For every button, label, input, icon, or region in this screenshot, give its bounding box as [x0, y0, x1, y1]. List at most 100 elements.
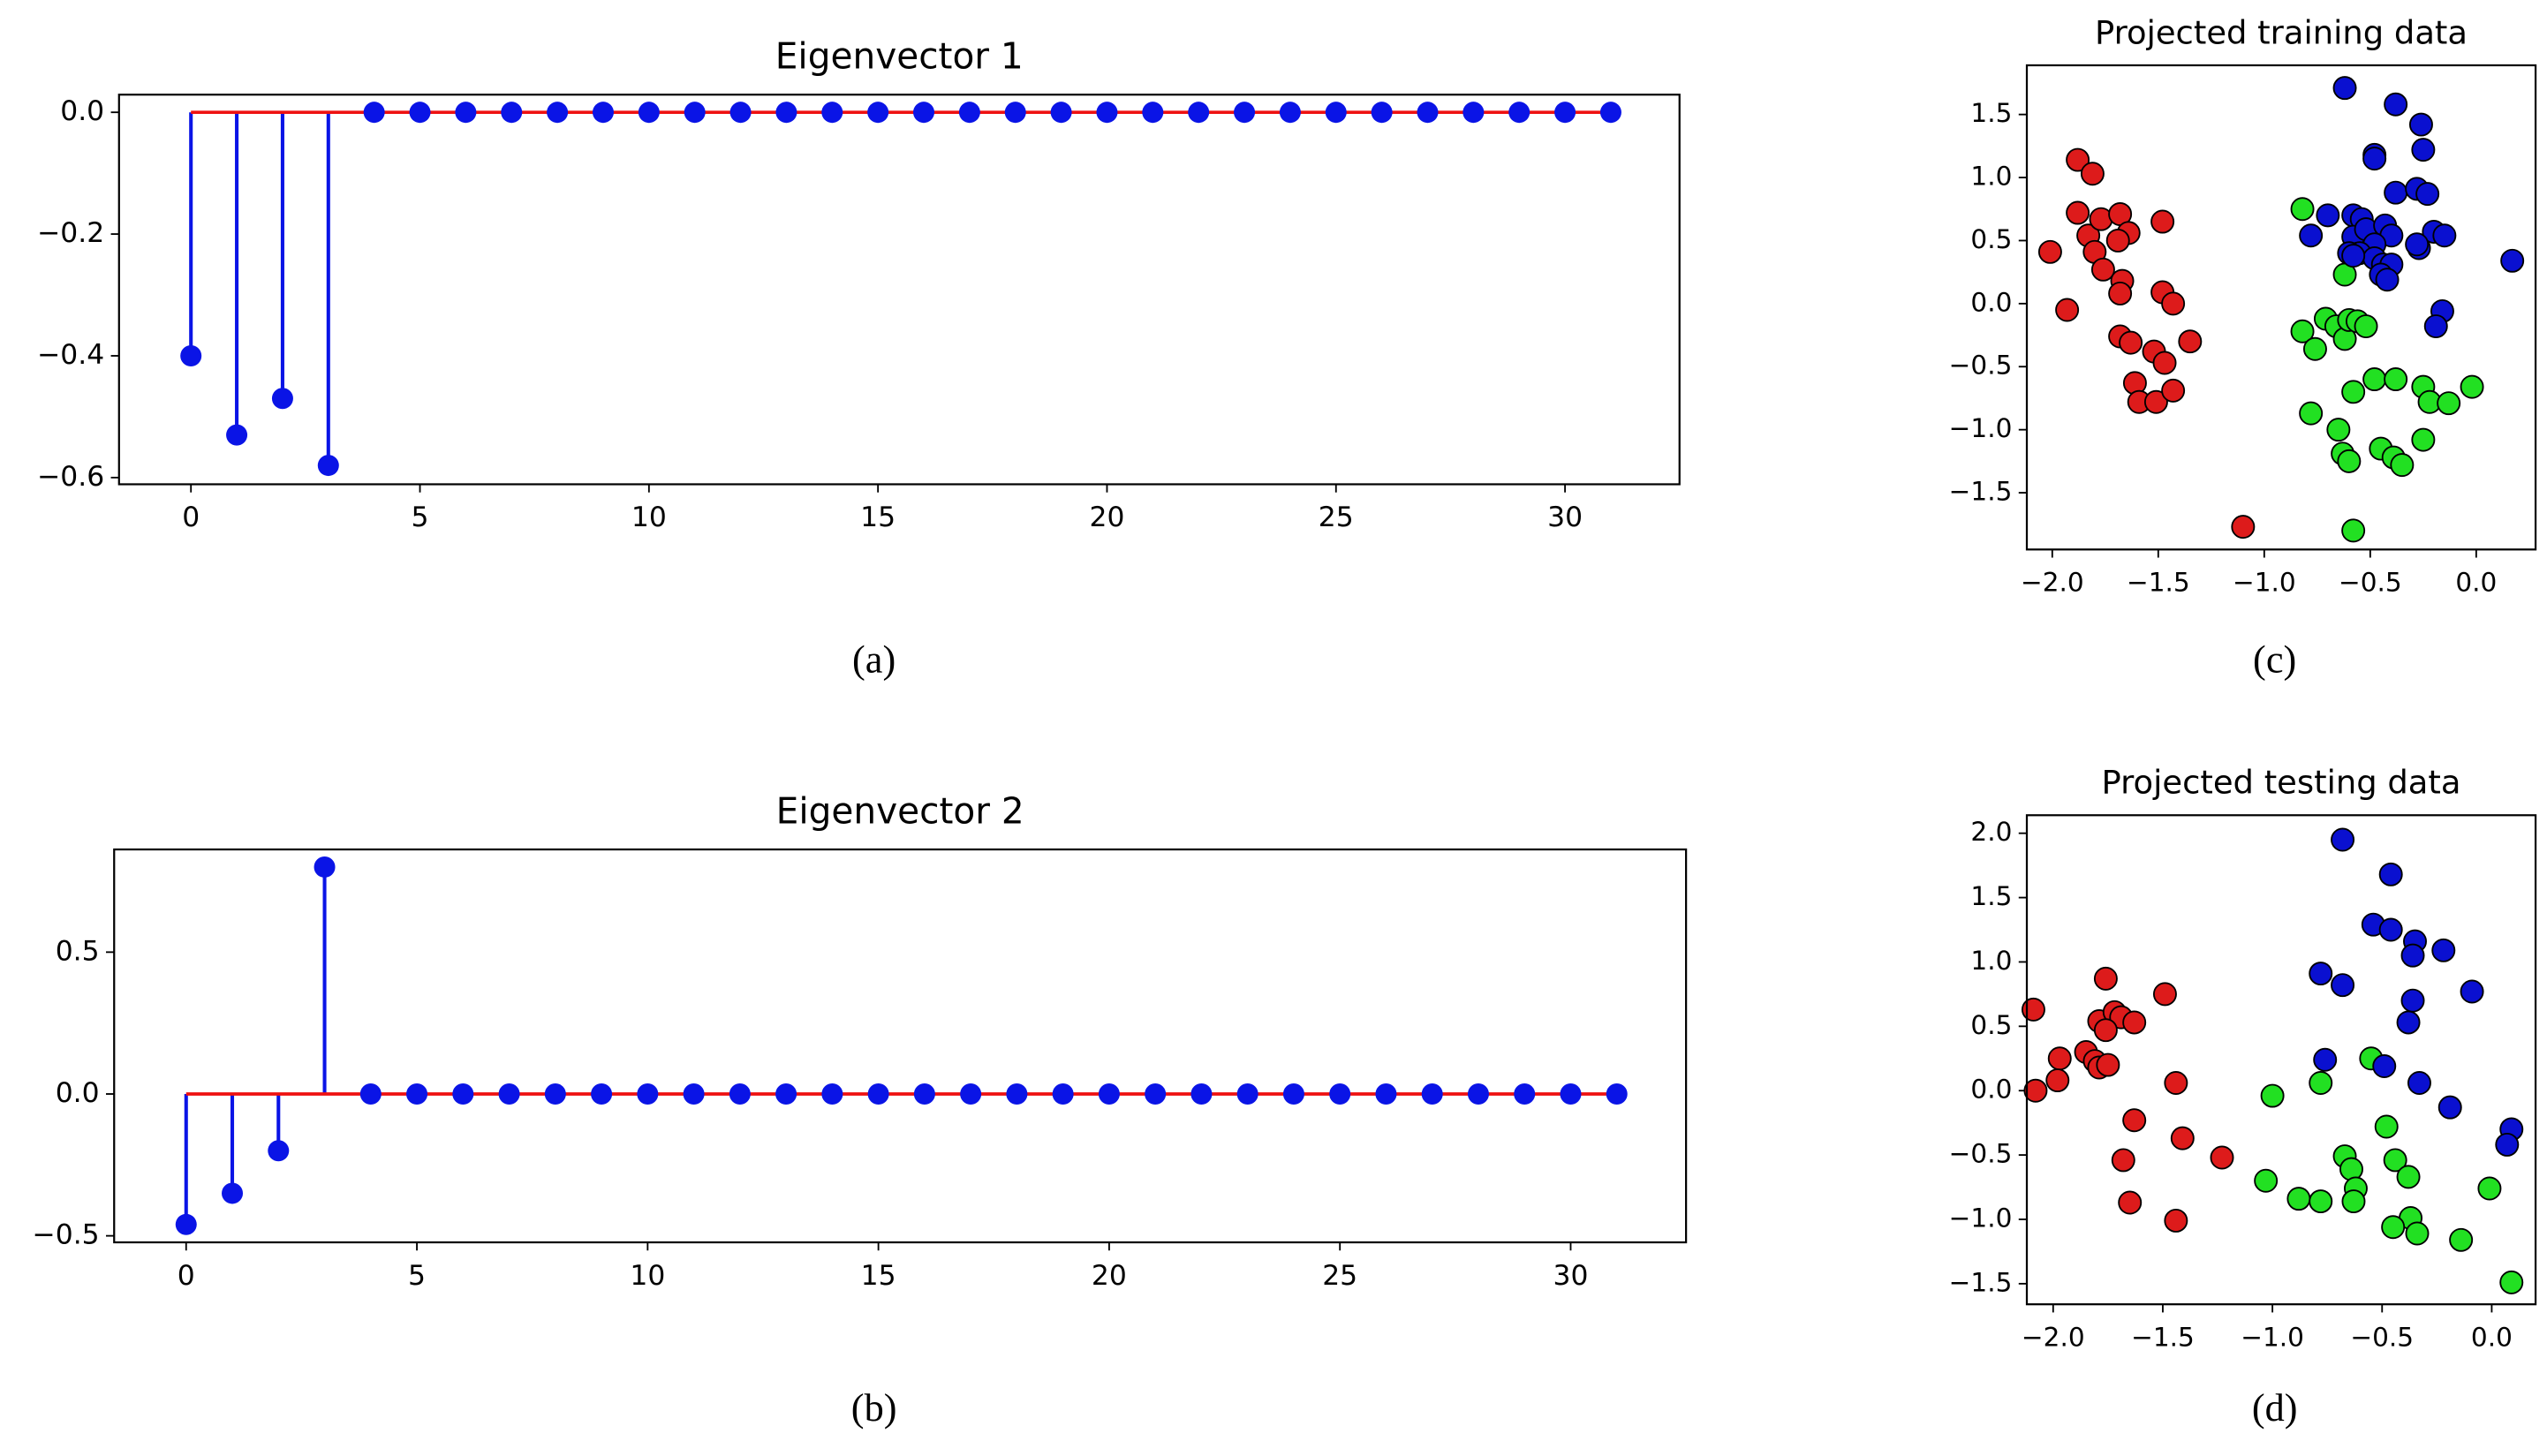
stem-marker — [1508, 102, 1530, 124]
point — [2170, 1126, 2195, 1150]
point — [2400, 988, 2425, 1013]
point — [2161, 378, 2186, 403]
stem-marker — [180, 344, 202, 366]
stem-marker — [409, 102, 431, 124]
y-tick-label: 0.5 — [1970, 1010, 2012, 1040]
point — [2066, 200, 2090, 225]
point — [2378, 862, 2403, 886]
point — [2337, 449, 2362, 473]
stem-marker — [1282, 1083, 1304, 1105]
point — [2299, 223, 2324, 248]
x-tick-label: 5 — [412, 502, 429, 533]
point — [2341, 380, 2366, 404]
point — [2037, 239, 2062, 264]
y-tick-label: 1.5 — [1970, 98, 2012, 128]
y-tick-label: −0.6 — [37, 461, 104, 493]
stem-marker — [455, 102, 477, 124]
x-tick-label: −1.5 — [2127, 568, 2190, 598]
caption: (a) — [852, 638, 896, 682]
point — [2449, 1227, 2474, 1252]
point — [2021, 997, 2045, 1022]
stem-marker — [226, 424, 248, 446]
point — [2381, 1215, 2406, 1240]
stem-marker — [222, 1182, 244, 1204]
point — [2290, 319, 2315, 343]
y-tick-label: −0.4 — [37, 339, 104, 371]
point — [2313, 1047, 2338, 1072]
chart-title: Projected training data — [2095, 13, 2468, 51]
x-tick-label: 15 — [861, 1260, 896, 1292]
point — [2384, 180, 2408, 205]
y-tick-label: −0.5 — [1949, 1139, 2013, 1169]
stem-marker — [1467, 1083, 1489, 1105]
plot-frame — [2025, 64, 2537, 551]
point — [2093, 966, 2118, 991]
y-tick-label: 2.0 — [1970, 817, 2012, 847]
stem-marker — [821, 102, 843, 124]
point — [2477, 1176, 2502, 1201]
stem-marker — [683, 1083, 705, 1105]
point — [2408, 112, 2433, 137]
stem-marker — [1325, 102, 1347, 124]
stem-marker — [1004, 102, 1026, 124]
x-tick-label: 5 — [408, 1260, 426, 1292]
stem-marker — [1142, 102, 1164, 124]
x-tick-label: 10 — [630, 1260, 665, 1292]
stem-marker — [1421, 1083, 1443, 1105]
point — [2178, 329, 2203, 354]
point — [2047, 1046, 2072, 1071]
point — [2331, 973, 2355, 998]
point — [2396, 1165, 2421, 1189]
chart-title: Eigenvector 1 — [775, 35, 1024, 78]
plot-frame — [117, 94, 1681, 486]
point — [2108, 281, 2133, 306]
plot-frame — [2025, 814, 2537, 1306]
point — [2260, 1083, 2285, 1108]
stem-marker — [867, 1083, 889, 1105]
x-tick-label: 15 — [860, 502, 896, 533]
point — [2339, 1157, 2363, 1181]
stem-marker — [637, 1083, 659, 1105]
x-tick-label: −2.0 — [2022, 1322, 2085, 1352]
stem-marker — [1236, 1083, 1258, 1105]
stem-marker — [1098, 1083, 1120, 1105]
x-tick-label: 30 — [1547, 502, 1583, 533]
y-tick-label: 1.5 — [1970, 881, 2012, 911]
point — [2415, 182, 2440, 207]
y-tick-label: 0.0 — [56, 1077, 100, 1109]
point — [2384, 367, 2408, 392]
stem-marker — [363, 102, 385, 124]
x-tick-label: 0.0 — [2455, 568, 2497, 598]
stem-marker — [591, 1083, 613, 1105]
point — [2460, 374, 2484, 399]
stem-marker — [1096, 102, 1118, 124]
point — [2210, 1145, 2234, 1170]
y-tick-label: 0.0 — [60, 95, 104, 127]
stem-marker — [1375, 1083, 1397, 1105]
stem-marker — [867, 102, 889, 124]
stem-marker — [1554, 102, 1576, 124]
point — [2309, 962, 2333, 986]
stem-marker — [1190, 1083, 1213, 1105]
stem-marker — [1329, 1083, 1351, 1105]
stem-marker — [960, 1083, 982, 1105]
plot-frame — [113, 848, 1688, 1244]
point — [2290, 197, 2315, 222]
point — [2231, 515, 2256, 539]
stem-marker — [913, 102, 935, 124]
point — [2164, 1208, 2188, 1233]
point — [2437, 1095, 2462, 1120]
point — [2045, 1068, 2070, 1093]
x-tick-label: −1.5 — [2131, 1322, 2195, 1352]
y-tick-label: 1.0 — [1970, 946, 2012, 976]
stem-marker — [175, 1213, 197, 1235]
point — [2378, 917, 2403, 942]
y-tick-label: −1.0 — [1949, 413, 2013, 443]
point — [2119, 330, 2143, 355]
point — [2437, 391, 2461, 416]
x-tick-label: −0.5 — [2350, 1322, 2414, 1352]
stem-marker — [271, 388, 293, 410]
point — [2372, 1054, 2397, 1078]
stem-marker — [775, 1083, 797, 1105]
